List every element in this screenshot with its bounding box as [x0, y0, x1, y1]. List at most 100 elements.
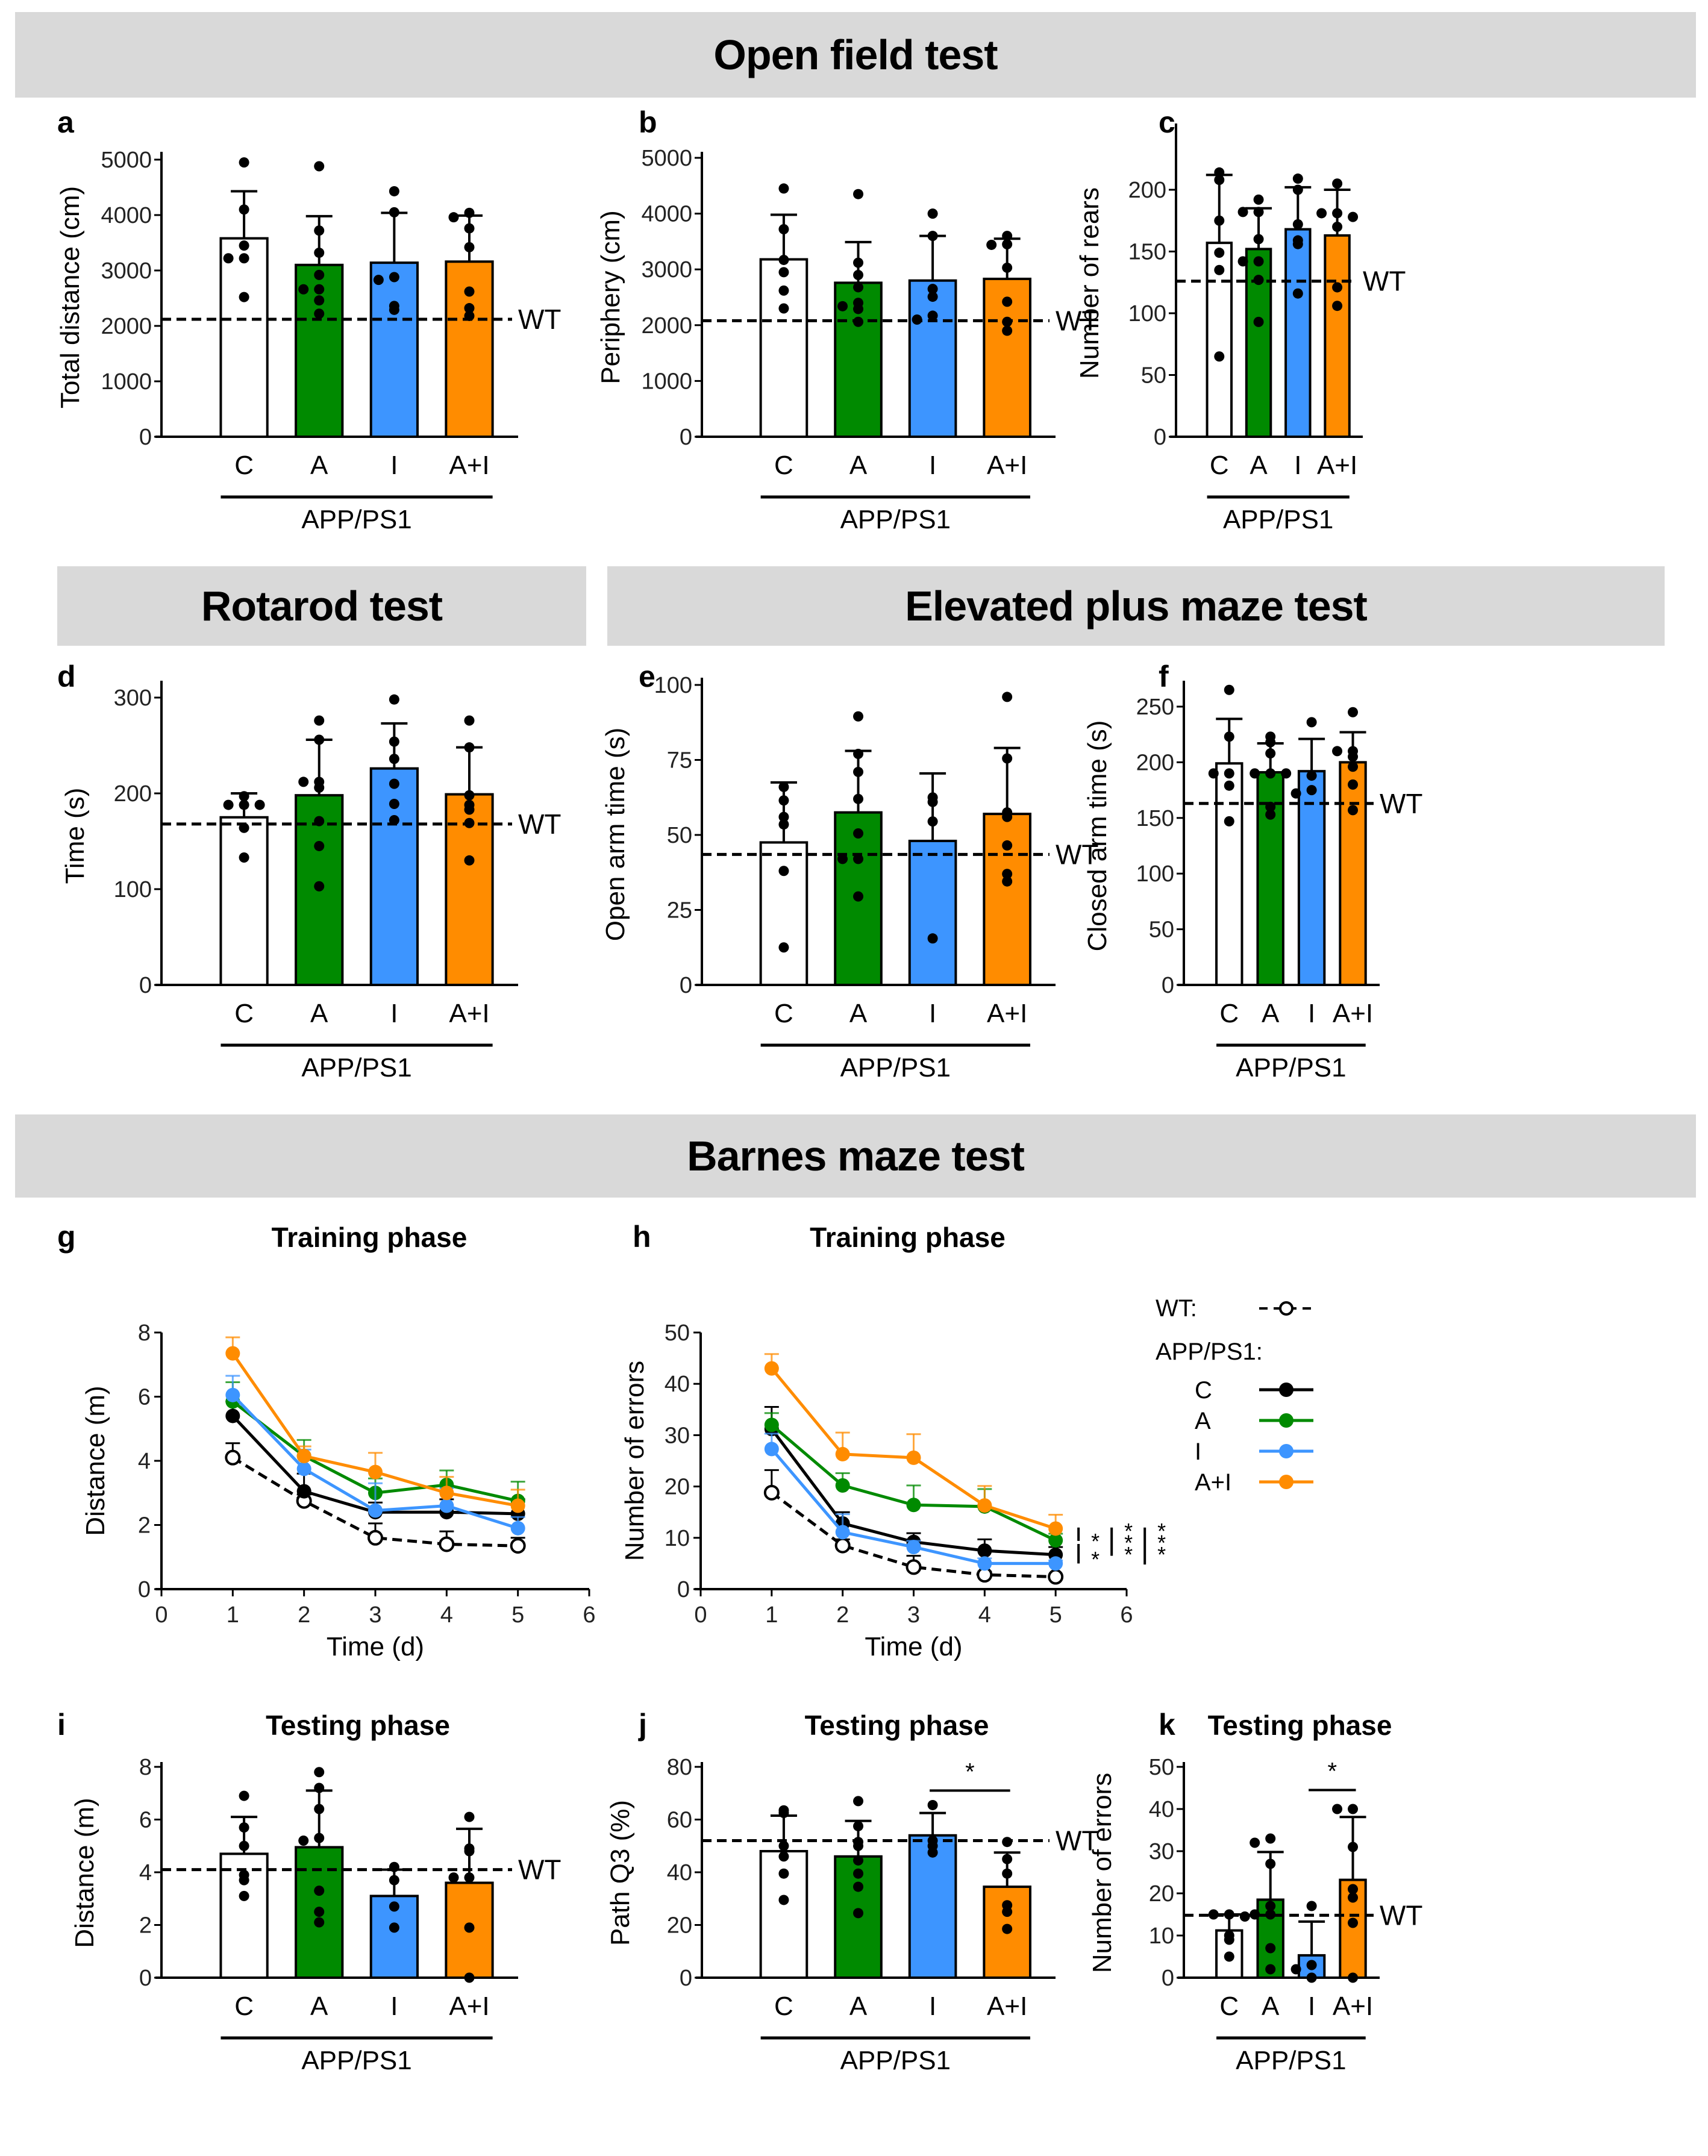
data-point	[464, 1811, 475, 1822]
panel-k: k Testing phase 0 10 20 30 40 50 Number of error…	[1087, 1708, 1423, 2075]
y-tick-label: 30	[1149, 1839, 1174, 1864]
data-point	[1208, 768, 1219, 779]
x-tick-label: I	[929, 1992, 936, 2021]
legend-wt-label: WT:	[1156, 1295, 1197, 1322]
data-point	[927, 208, 938, 219]
data-point	[1002, 811, 1013, 822]
data-point	[778, 1851, 789, 1862]
x-tick-label: I	[390, 999, 398, 1028]
data-point	[778, 1840, 789, 1851]
series-point-WT	[225, 1449, 241, 1466]
data-point	[1253, 207, 1264, 217]
data-point	[778, 795, 789, 806]
data-point	[1224, 1951, 1234, 1962]
data-point	[389, 1922, 399, 1933]
data-point	[1306, 1972, 1317, 1983]
data-point	[927, 292, 938, 302]
data-point	[778, 1868, 789, 1879]
series-point-C	[977, 1543, 992, 1558]
bar-A+I	[1324, 234, 1351, 438]
x-tick-label: 3	[369, 1602, 381, 1628]
data-point	[298, 1836, 309, 1846]
data-point	[853, 1881, 864, 1892]
data-point	[1214, 215, 1225, 226]
x-tick-label: A+I	[987, 1992, 1027, 2021]
bar-I	[908, 839, 957, 986]
y-axis-label: Number of errors	[620, 1361, 649, 1561]
group-label: APP/PS1	[301, 1053, 411, 1083]
data-point	[1224, 1934, 1234, 1945]
data-point	[464, 1872, 475, 1883]
data-point	[853, 269, 864, 280]
data-point	[1348, 761, 1359, 772]
series-point-WT	[763, 1484, 780, 1501]
panel-label: h	[633, 1220, 651, 1254]
data-point	[778, 781, 789, 792]
group-label: APP/PS1	[840, 1053, 951, 1083]
x-tick-label: I	[1308, 999, 1315, 1028]
x-tick-label: A	[849, 999, 868, 1028]
data-point	[1348, 1917, 1359, 1928]
series-point-A+I	[225, 1346, 240, 1361]
y-tick-label: 0	[1162, 1966, 1174, 1991]
data-point	[853, 1908, 864, 1919]
panel-e: e 0 25 50 75 100 Open arm time (s) C A I A+I APP/PS…	[601, 660, 1099, 1083]
data-point	[1348, 779, 1359, 790]
data-point	[464, 804, 475, 815]
data-point	[314, 1767, 325, 1778]
data-point	[1348, 751, 1359, 762]
data-point	[1002, 753, 1013, 764]
data-point	[1002, 262, 1013, 273]
x-tick-label: I	[390, 1992, 398, 2021]
legend: WT: APP/PS1: CAI A+I	[1156, 1295, 1313, 1496]
wt-label: WT	[1056, 305, 1099, 336]
data-point	[1002, 840, 1013, 851]
data-point	[239, 1840, 249, 1851]
data-point	[1224, 731, 1234, 742]
data-point	[314, 1907, 325, 1917]
series-point-A+I	[764, 1361, 779, 1376]
data-point	[986, 239, 997, 250]
data-point	[389, 272, 399, 283]
data-point	[837, 854, 848, 864]
y-tick-label: 150	[1128, 240, 1166, 265]
x-tick-label: C	[234, 1992, 254, 2021]
group-label: APP/PS1	[840, 2046, 951, 2075]
data-point	[1265, 768, 1276, 779]
x-tick-label: 4	[978, 1602, 991, 1628]
y-tick-label: 50	[665, 1320, 690, 1346]
data-point	[1348, 805, 1359, 816]
data-point	[778, 183, 789, 194]
x-tick-label: A+I	[449, 1992, 489, 2021]
y-tick-label: 50	[1149, 1755, 1174, 1780]
data-point	[448, 212, 459, 223]
series-point-WT	[368, 1530, 383, 1546]
data-point	[314, 1917, 325, 1928]
panel-g: g Training phase 0 2 4 6 8 0 1 2 3 4 5 6 Time (d) Dista…	[57, 1220, 596, 1661]
data-point	[1002, 325, 1013, 336]
data-point	[1224, 816, 1234, 826]
data-point	[1292, 184, 1303, 195]
series-point-I	[368, 1503, 383, 1518]
y-tick-label: 50	[1141, 363, 1166, 389]
data-point	[239, 1790, 249, 1801]
section-header-open-field: Open field test	[15, 12, 1696, 98]
x-tick-label: A	[1250, 451, 1268, 480]
series-point-A	[764, 1417, 779, 1433]
data-point	[1265, 748, 1276, 759]
panel-f: f 0 50 100 150 200 250 Closed arm time (s) C A I A+…	[1083, 660, 1423, 1083]
data-point	[464, 303, 475, 314]
x-tick-label: 5	[1050, 1602, 1062, 1628]
data-point	[778, 942, 789, 953]
data-point	[853, 1796, 864, 1807]
data-point	[464, 207, 475, 218]
series-point-A+I	[906, 1450, 921, 1465]
series-point-I	[1048, 1556, 1063, 1571]
panel-label: d	[57, 660, 76, 693]
data-point	[314, 782, 325, 793]
x-tick-label: 1	[765, 1602, 778, 1628]
data-point	[314, 284, 325, 295]
data-point	[778, 254, 789, 265]
data-point	[853, 749, 864, 760]
